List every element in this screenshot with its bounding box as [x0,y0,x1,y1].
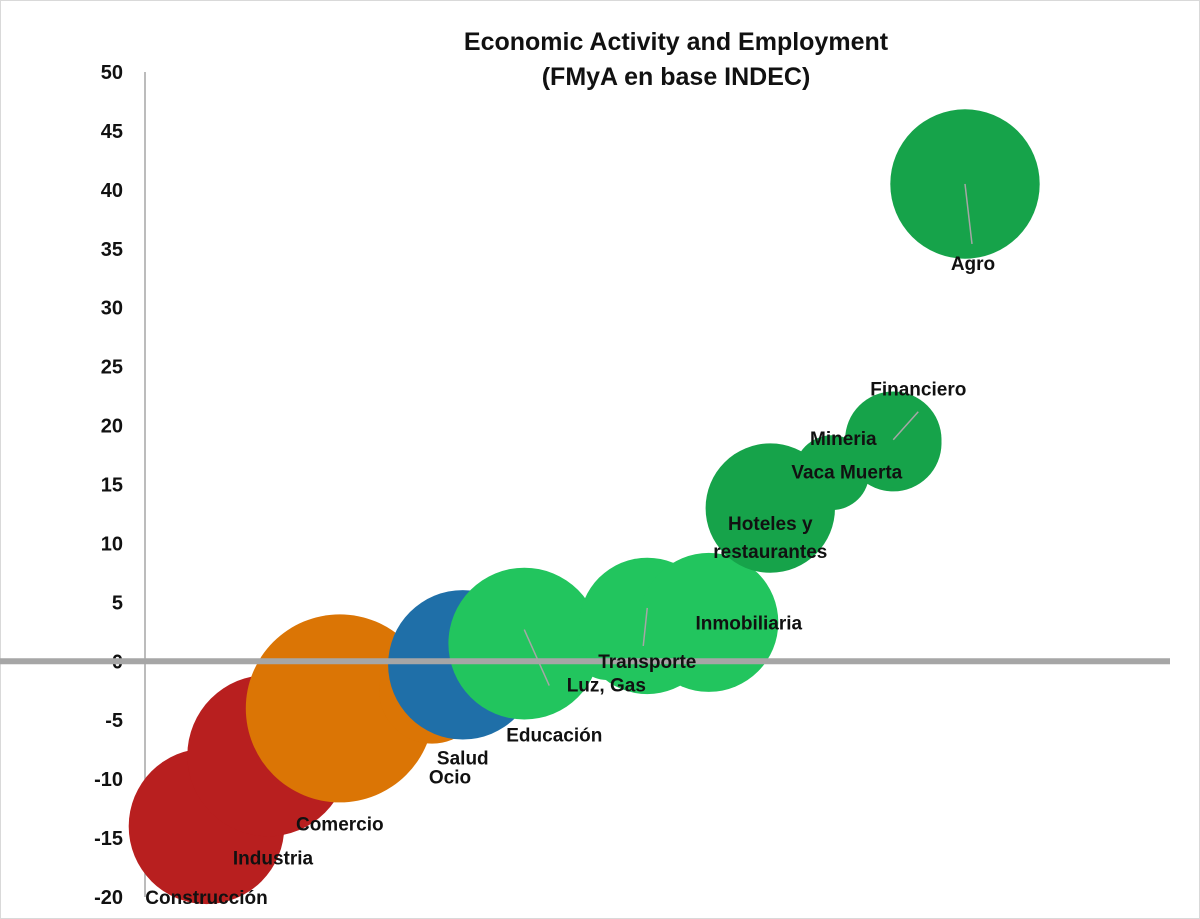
chart-subtitle: (FMyA en base INDEC) [542,63,811,91]
y-tick-label: 40 [101,180,123,202]
y-tick-label: 15 [101,475,123,497]
y-tick-label: -15 [94,828,123,850]
label-ocio: Ocio [429,768,471,789]
label-salud: Salud [437,749,489,770]
y-axis: 50454035302520151050-5-10-15-20 [94,62,146,909]
leader-luz-gas [523,629,550,686]
label-luz-gas: Luz, Gas [567,676,646,697]
label-vaca-muerta: Vaca Muerta [791,463,902,484]
leader-transporte [642,607,648,647]
y-tick-label: 35 [101,239,123,261]
label-financiero: Financiero [870,380,966,401]
y-tick-label: 10 [101,533,123,555]
label-educacion: Educación [506,726,602,747]
y-tick-label: 25 [101,357,123,379]
chart-title: Economic Activity and Employment [464,28,889,56]
label-comercio: Comercio [296,814,384,835]
y-tick-label: 45 [101,121,123,143]
bubble-inmobiliaria [639,552,779,692]
bubbles [0,109,1170,905]
y-tick-label: 20 [101,416,123,438]
y-tick-label: -10 [94,769,123,791]
leader-financiero [892,411,919,441]
label-construccion: Construcción [145,888,267,909]
y-tick-label: -5 [105,710,123,732]
label-industria: Industria [233,848,314,869]
y-tick-label: 30 [101,298,123,320]
y-tick-label: -20 [94,887,123,909]
leader-agro [964,183,973,245]
label-hoteles-y-restaurantes: Hoteles y restaurantes [713,514,827,563]
y-tick-label: 5 [112,592,123,614]
label-transporte: Transporte [598,652,696,673]
label-inmobiliaria: Inmobiliaria [695,613,802,634]
y-tick-label: 50 [101,62,123,84]
label-agro: Agro [951,254,995,275]
label-mineria: Mineria [810,429,877,450]
bubble-educacion [448,567,601,720]
